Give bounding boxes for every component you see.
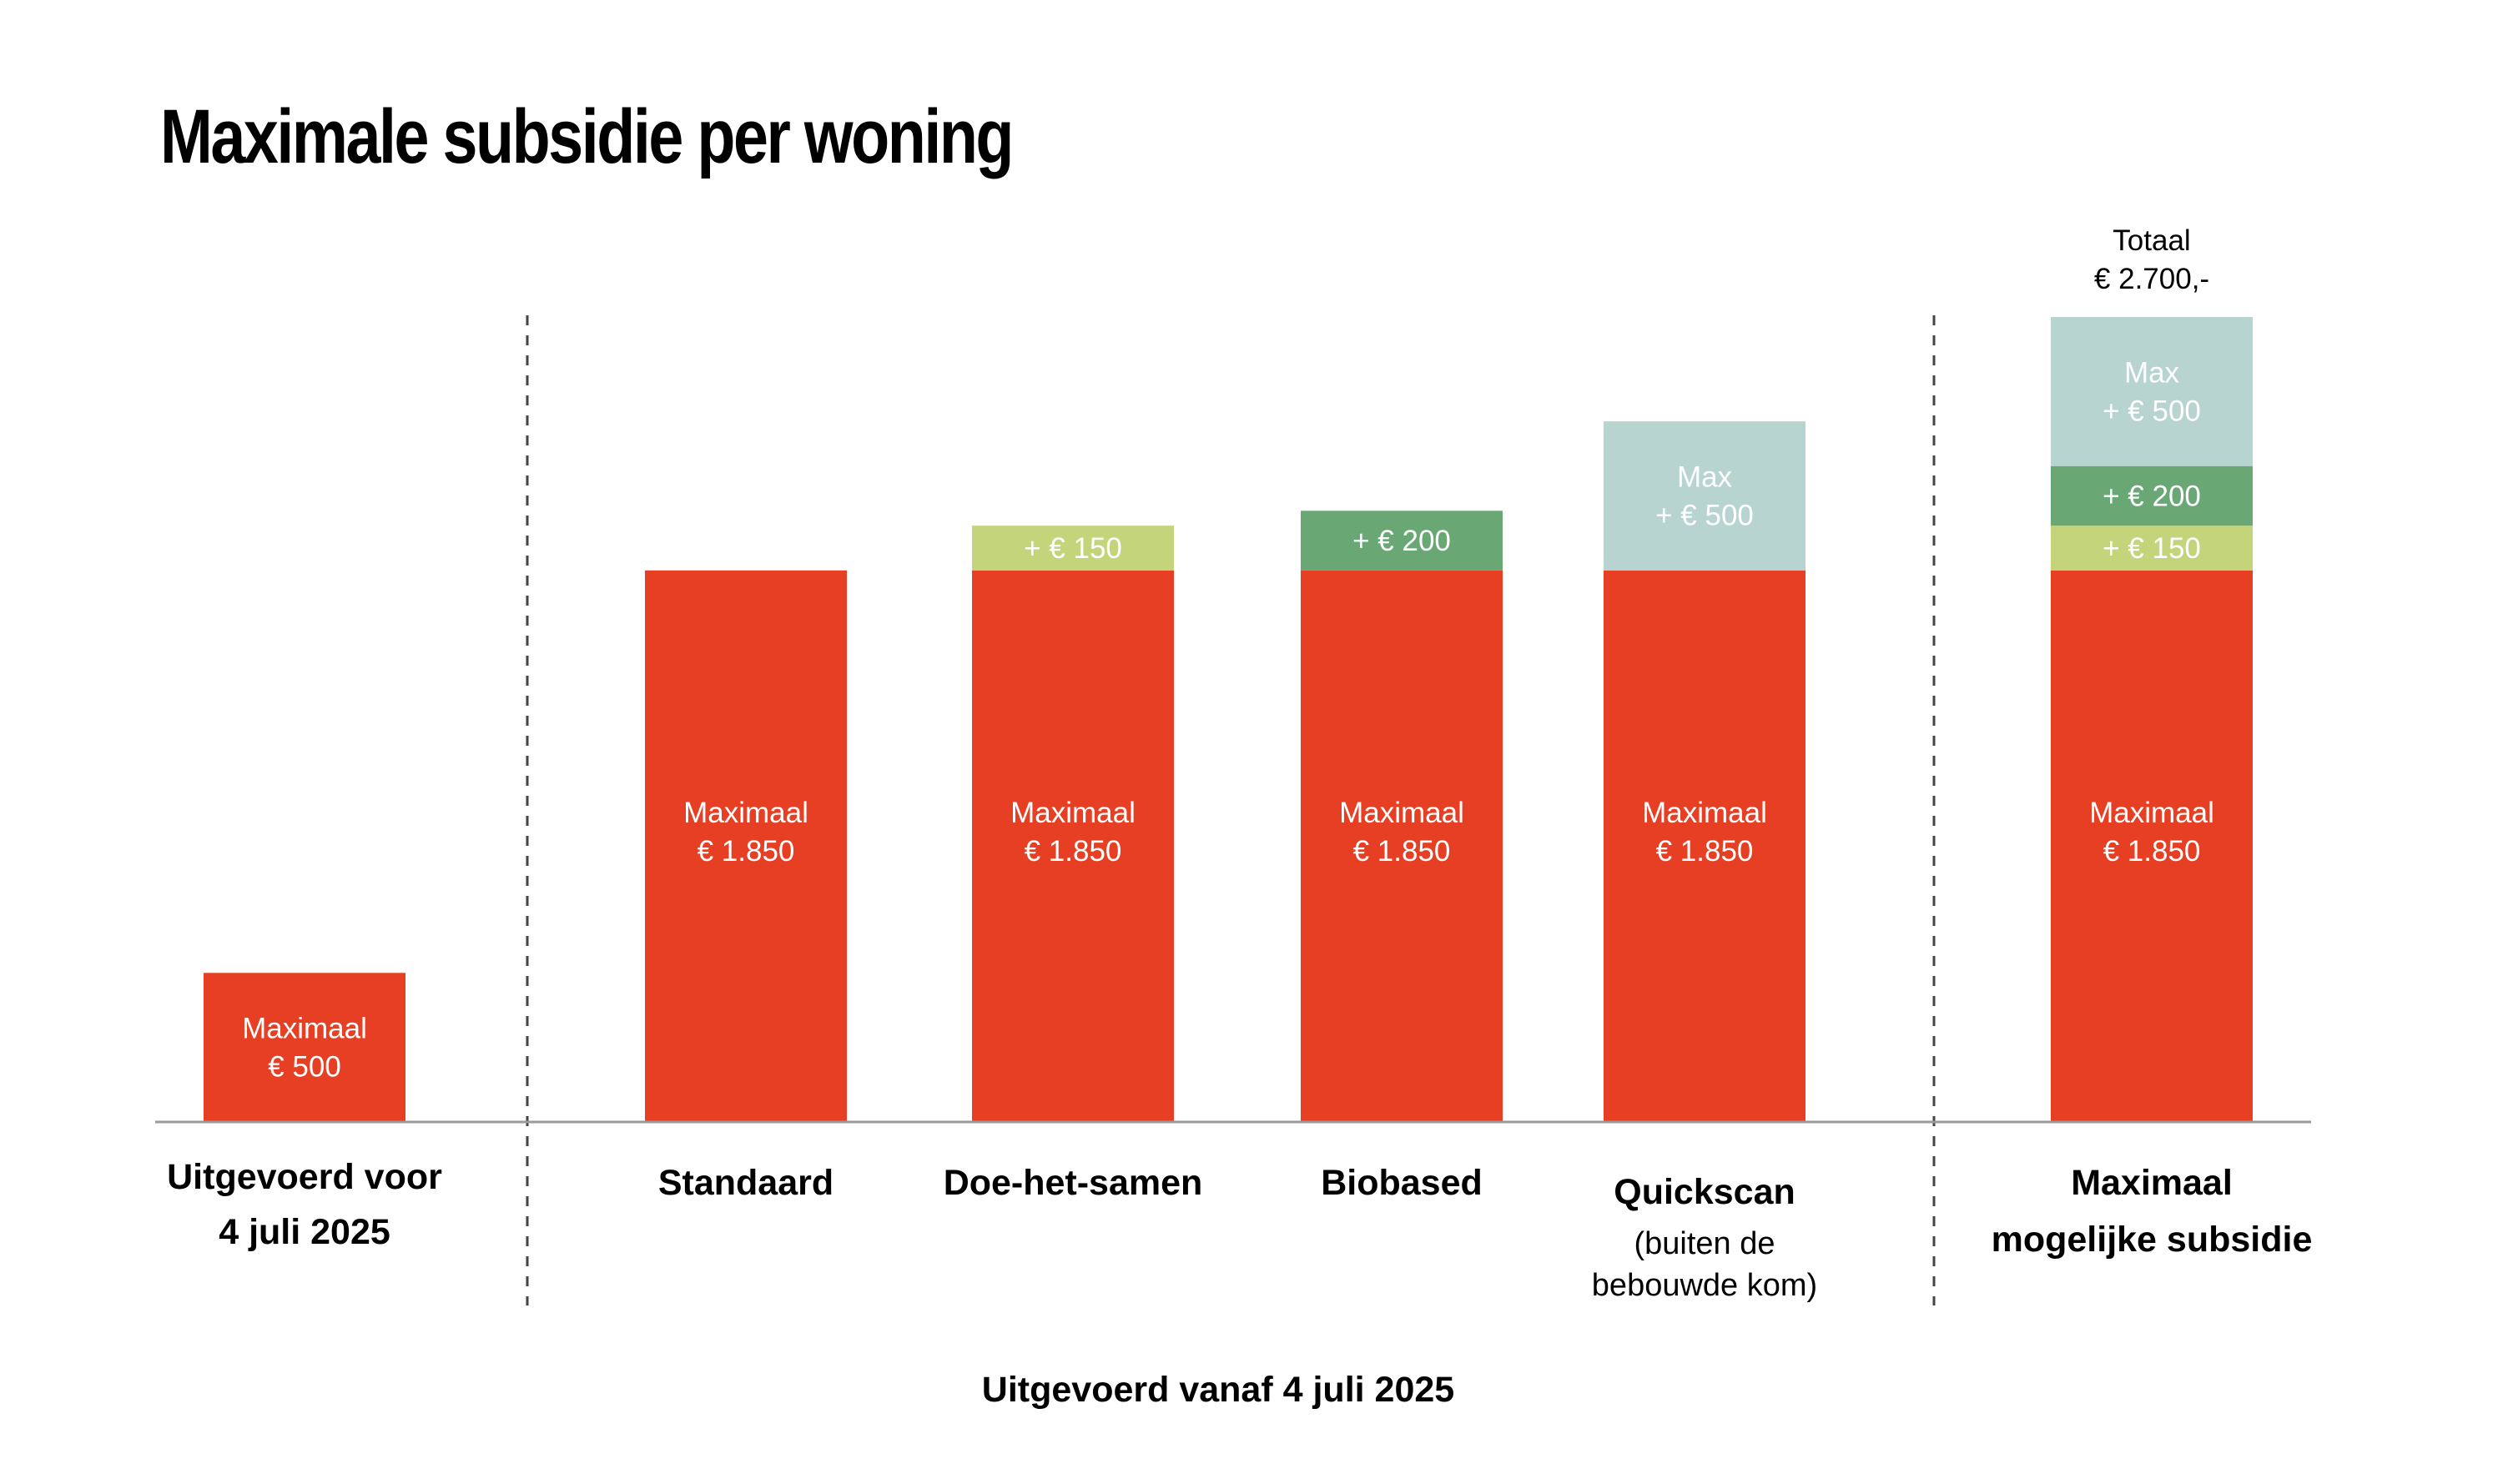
bar-6-segment-3	[2051, 465, 2253, 526]
bar-1-segment-1-label: Maximaal	[242, 1013, 367, 1045]
bar-4-segment-2	[1301, 511, 1503, 571]
category-label-1: Uitgevoerd voor	[167, 1157, 442, 1197]
category-label-6: mogelijke subsidie	[1992, 1220, 2313, 1260]
bar-1-segment-1-label: € 500	[268, 1051, 341, 1084]
bar-6-segment-4-label: + € 500	[2103, 395, 2201, 427]
bar-6-segment-4-label: Max	[2124, 356, 2180, 389]
category-label-6: Maximaal	[2071, 1163, 2233, 1203]
bar-6-segment-4	[2051, 317, 2253, 466]
category-label-5: Quickscan	[1614, 1172, 1795, 1212]
bar-6-total-label: Totaal	[2113, 224, 2190, 257]
bar-5-segment-1-label: Maximaal	[1642, 797, 1767, 829]
category-sublabel-5: (buiten de	[1634, 1226, 1775, 1261]
category-label-1: 4 juli 2025	[219, 1212, 390, 1252]
bar-5-segment-2	[1604, 421, 1805, 571]
bar-2-segment-1-label: € 1.850	[698, 835, 795, 868]
bar-6-total-label: € 2.700,-	[2094, 263, 2209, 295]
bar-6-segment-2	[2051, 526, 2253, 571]
group-label: Uitgevoerd vanaf 4 juli 2025	[982, 1370, 1454, 1410]
bar-5-segment-1	[1604, 570, 1805, 1122]
bar-4-segment-1	[1301, 570, 1503, 1122]
bar-4-segment-2-label: + € 200	[1352, 525, 1451, 557]
category-label-3: Doe-het-samen	[944, 1163, 1203, 1203]
bar-6-segment-1-label: Maximaal	[2089, 797, 2214, 829]
category-label-4: Biobased	[1321, 1163, 1483, 1203]
bar-4-segment-1-label: Maximaal	[1339, 797, 1464, 829]
bar-6-segment-2-label: + € 150	[2103, 532, 2201, 565]
bar-2-segment-1-label: Maximaal	[683, 797, 808, 829]
bar-6-segment-3-label: + € 200	[2103, 480, 2201, 512]
bar-3-segment-2	[972, 526, 1174, 571]
category-sublabel-5: bebouwde kom)	[1592, 1268, 1817, 1303]
bar-6-segment-1-label: € 1.850	[2103, 835, 2201, 868]
bar-1-segment-1	[204, 973, 405, 1122]
bar-5-segment-1-label: € 1.850	[1656, 835, 1754, 868]
bar-3-segment-1	[972, 570, 1174, 1122]
bar-3-segment-1-label: € 1.850	[1025, 835, 1122, 868]
bar-3-segment-1-label: Maximaal	[1010, 797, 1136, 829]
chart-title: Maximale subsidie per woning	[160, 94, 1015, 179]
bar-2-segment-1	[645, 570, 847, 1122]
bar-5-segment-2-label: Max	[1677, 460, 1733, 493]
bar-5-segment-2-label: + € 500	[1655, 499, 1754, 531]
bar-3-segment-2-label: + € 150	[1024, 532, 1122, 565]
category-label-2: Standaard	[658, 1163, 833, 1203]
bar-6-segment-1	[2051, 570, 2253, 1122]
bar-4-segment-1-label: € 1.850	[1353, 835, 1451, 868]
